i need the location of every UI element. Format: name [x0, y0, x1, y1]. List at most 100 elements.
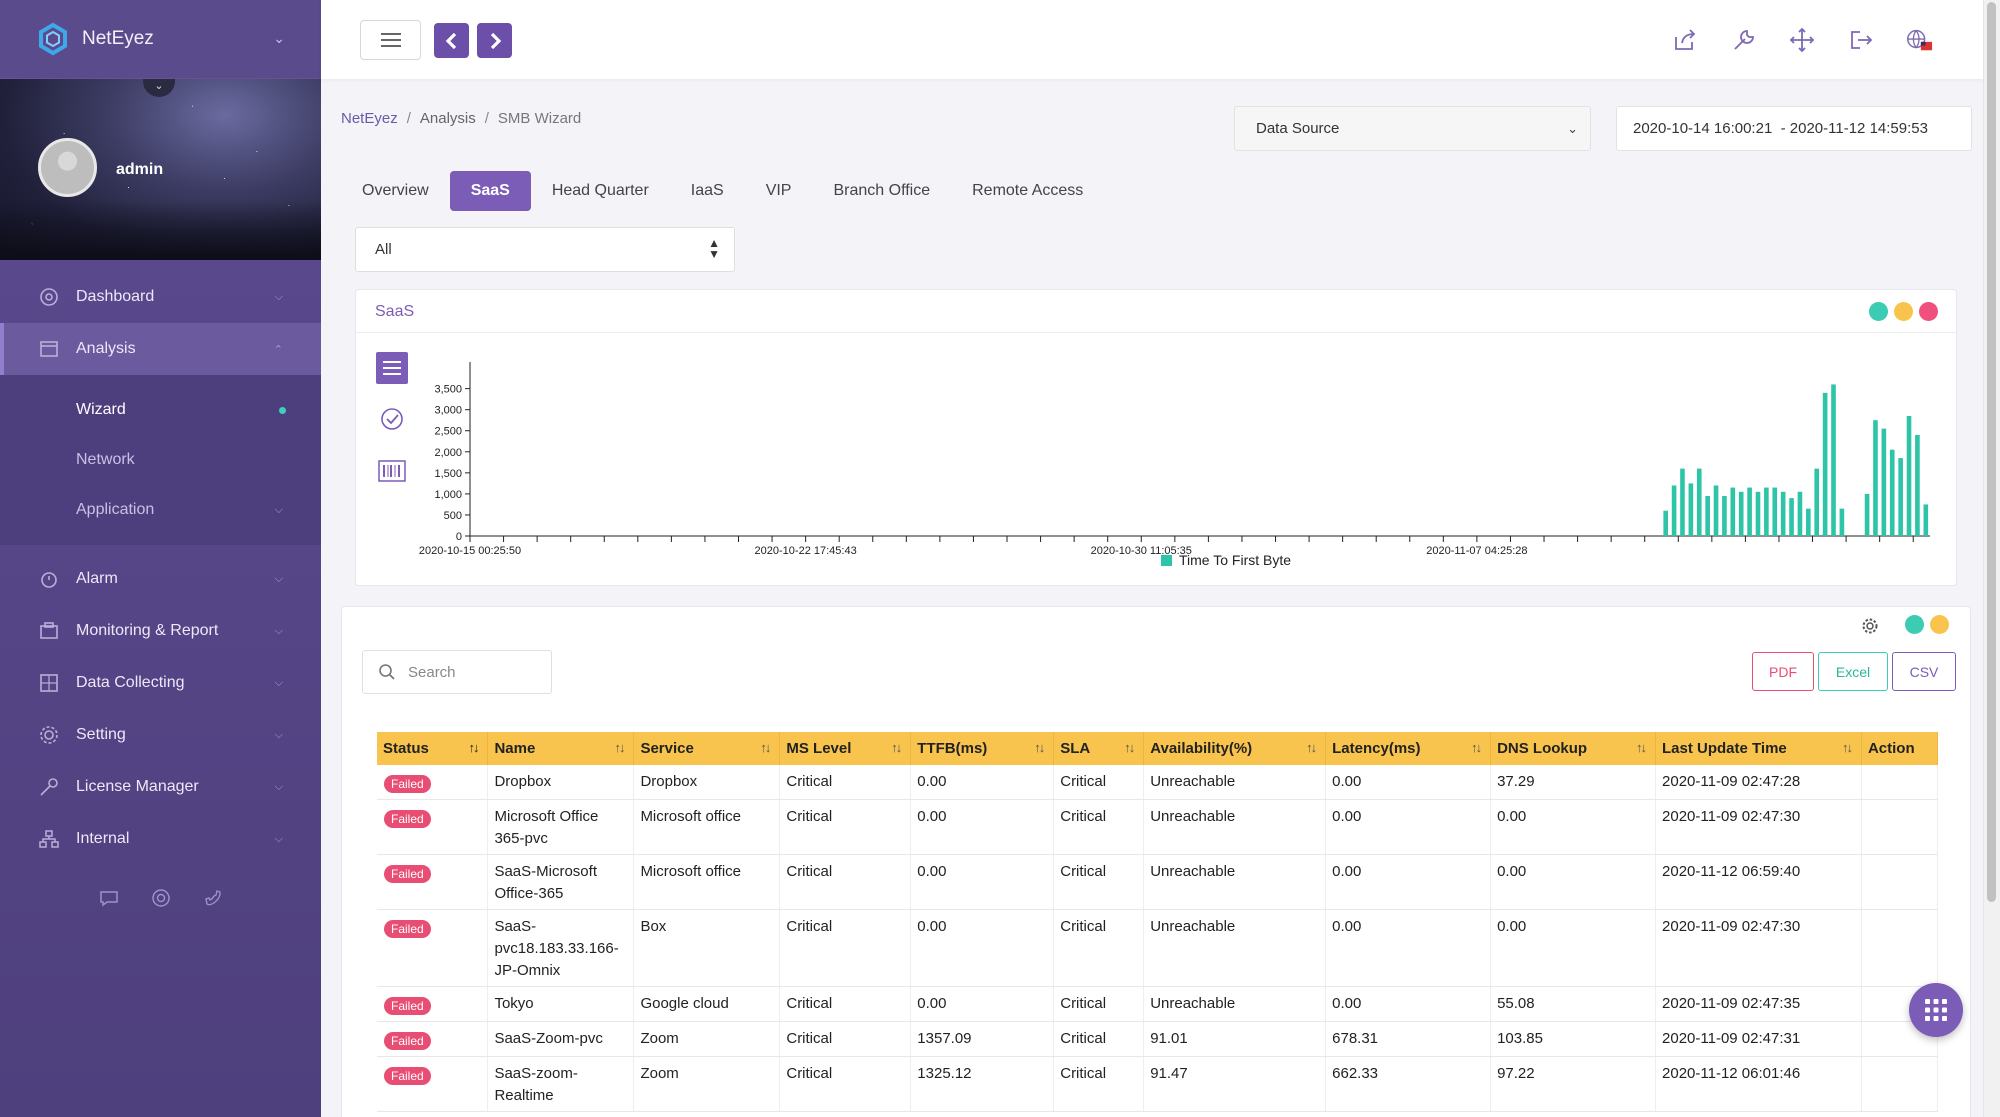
panel-dot-teal[interactable]: [1905, 615, 1924, 634]
column-header-last-update-time[interactable]: Last Update Time ↑↓: [1655, 732, 1862, 765]
column-header-availability[interactable]: Availability(%) ↑↓: [1143, 732, 1327, 765]
tab-iaas[interactable]: IaaS: [690, 182, 724, 199]
sidebar-subitem-application[interactable]: Application ⌵: [0, 485, 321, 535]
status-badge: Failed: [384, 775, 431, 793]
chat-icon[interactable]: [98, 887, 120, 909]
share-button[interactable]: [1671, 26, 1699, 54]
sidebar-item-monitoring-report[interactable]: Monitoring & Report ⌵: [0, 605, 321, 657]
table-view-button[interactable]: [376, 352, 408, 384]
page-scrollbar-thumb[interactable]: [1987, 2, 1996, 902]
forward-button[interactable]: [477, 23, 512, 58]
gear-icon[interactable]: [1860, 616, 1880, 636]
sidebar-item-setting[interactable]: Setting ⌵: [0, 709, 321, 761]
export-pdf-button[interactable]: PDF: [1752, 652, 1814, 691]
table-row[interactable]: Failed Dropbox Dropbox Critical 0.00 Critical…: [377, 765, 1939, 800]
logout-button[interactable]: [1847, 26, 1875, 54]
table-row[interactable]: Failed Microsoft Office 365-pvc Microsoft …: [377, 799, 1939, 855]
y-tick-label: 0: [456, 531, 462, 543]
sidebar-item-label: Dashboard: [76, 288, 155, 305]
export-csv-button[interactable]: CSV: [1892, 652, 1956, 691]
panel-dot-pink[interactable]: [1919, 302, 1938, 321]
cell-status: Failed: [377, 909, 489, 987]
column-header-ms-level[interactable]: MS Level ↑↓: [779, 732, 912, 765]
data-collecting-icon: [38, 672, 60, 694]
table-row[interactable]: Failed SaaS-Zoom-pvc Zoom Critical 1357.09 Cr…: [377, 1021, 1939, 1057]
cell-ms-level: Critical: [779, 854, 912, 910]
table-row[interactable]: Failed Tokyo Google cloud Critical 0.00 Criti…: [377, 986, 1939, 1022]
sidebar-subitem-wizard[interactable]: Wizard: [0, 385, 321, 435]
table-row[interactable]: Failed SaaS-pvc18.183.33.166-JP-Omnix Box C…: [377, 909, 1939, 987]
status-badge: Failed: [384, 920, 431, 938]
sort-caret-icon: ▲ ▼: [708, 236, 720, 261]
chart-bar: [1789, 498, 1794, 536]
column-header-ttfb[interactable]: TTFB(ms) ↑↓: [910, 732, 1055, 765]
cell-service: Box: [633, 909, 781, 987]
tab-saas[interactable]: SaaS: [449, 171, 531, 211]
table-row[interactable]: Failed SaaS-Microsoft Office-365 Microsoft…: [377, 854, 1939, 910]
column-header-sla[interactable]: SLA ↑↓: [1053, 732, 1145, 765]
bar-view-button[interactable]: [376, 455, 408, 487]
sidebar-item-internal[interactable]: Internal ⌵: [0, 813, 321, 865]
tab-head-quarter[interactable]: Head Quarter: [551, 182, 649, 199]
panel-dot-teal[interactable]: [1869, 302, 1888, 321]
search-input[interactable]: Search: [362, 650, 552, 694]
panel-dot-yellow[interactable]: [1930, 615, 1949, 634]
menu-toggle-button[interactable]: [360, 20, 421, 60]
avatar[interactable]: [38, 138, 97, 197]
cell-action: [1861, 765, 1939, 800]
back-button[interactable]: [434, 23, 469, 58]
chevron-down-icon: ⌵: [274, 291, 283, 303]
sidebar-subitem-label: Application: [76, 501, 155, 518]
cell-ms-level: Critical: [779, 799, 912, 855]
sidebar-item-label: Internal: [76, 830, 130, 847]
apps-menu-button[interactable]: [1909, 983, 1963, 1037]
language-button[interactable]: [1905, 26, 1933, 54]
sidebar-item-dashboard[interactable]: Dashboard ⌵: [0, 271, 321, 323]
cell-name: SaaS-Microsoft Office-365: [487, 854, 635, 910]
tab-remote-access[interactable]: Remote Access: [972, 182, 1084, 199]
y-tick-label: 3,500: [434, 384, 462, 396]
tab-branch-office[interactable]: Branch Office: [833, 182, 931, 199]
sidebar-item-analysis[interactable]: Analysis ⌃: [0, 323, 321, 375]
column-header-status[interactable]: Status ↑↓: [377, 732, 489, 765]
column-header-latency[interactable]: Latency(ms) ↑↓: [1325, 732, 1492, 765]
table-row[interactable]: Failed SaaS-zoom-Realtime Zoom Critical 1325…: [377, 1056, 1939, 1112]
brand-chevron-down-icon[interactable]: ⌄: [273, 30, 285, 46]
support-icon[interactable]: [150, 887, 172, 909]
cell-updated: 2020-11-09 02:47:31: [1655, 1021, 1862, 1057]
date-range-input[interactable]: 2020-10-14 16:00:21 - 2020-11-12 14:59:5…: [1616, 106, 1972, 151]
column-header-dns-lookup[interactable]: DNS Lookup ↑↓: [1490, 732, 1657, 765]
x-tick-label: 2020-10-22 17:45:43: [755, 545, 857, 557]
phone-icon[interactable]: [202, 887, 224, 909]
status-view-button[interactable]: [376, 403, 408, 435]
sidebar-subitem-network[interactable]: Network: [0, 435, 321, 485]
share-icon: [1675, 29, 1696, 50]
y-tick-label: 1,500: [434, 468, 462, 480]
tab-overview[interactable]: Overview: [362, 182, 429, 199]
cell-service: Zoom: [633, 1021, 781, 1057]
column-header-name[interactable]: Name ↑↓: [487, 732, 635, 765]
chevron-down-icon: ⌵: [274, 625, 283, 637]
chevron-down-icon: ⌵: [274, 729, 283, 741]
cell-updated: 2020-11-12 06:59:40: [1655, 854, 1862, 910]
profile-toggle-chevron-icon[interactable]: ⌄: [143, 79, 175, 97]
tab-vip[interactable]: VIP: [765, 182, 792, 199]
active-indicator-dot: [279, 407, 286, 414]
sidebar-item-alarm[interactable]: Alarm ⌵: [0, 553, 321, 605]
export-excel-button[interactable]: Excel: [1818, 652, 1888, 691]
sidebar-footer: [0, 865, 321, 909]
filter-select[interactable]: All ▲ ▼: [355, 227, 735, 272]
breadcrumb-section[interactable]: Analysis: [419, 110, 476, 127]
tools-button[interactable]: [1730, 26, 1758, 54]
sidebar-item-license-manager[interactable]: License Manager ⌵: [0, 761, 321, 813]
brand-header: NetEyez ⌄: [0, 0, 321, 79]
sidebar-item-data-collecting[interactable]: Data Collecting ⌵: [0, 657, 321, 709]
data-source-select[interactable]: Data Source ⌄: [1234, 106, 1591, 151]
sidebar-item-label: License Manager: [76, 778, 199, 795]
cell-sla: Critical: [1053, 909, 1145, 987]
column-header-service[interactable]: Service ↑↓: [633, 732, 781, 765]
panel-dot-yellow[interactable]: [1894, 302, 1913, 321]
breadcrumb-home-link[interactable]: NetEyez: [341, 110, 398, 127]
cell-name: Dropbox: [487, 765, 635, 800]
move-button[interactable]: [1788, 26, 1816, 54]
